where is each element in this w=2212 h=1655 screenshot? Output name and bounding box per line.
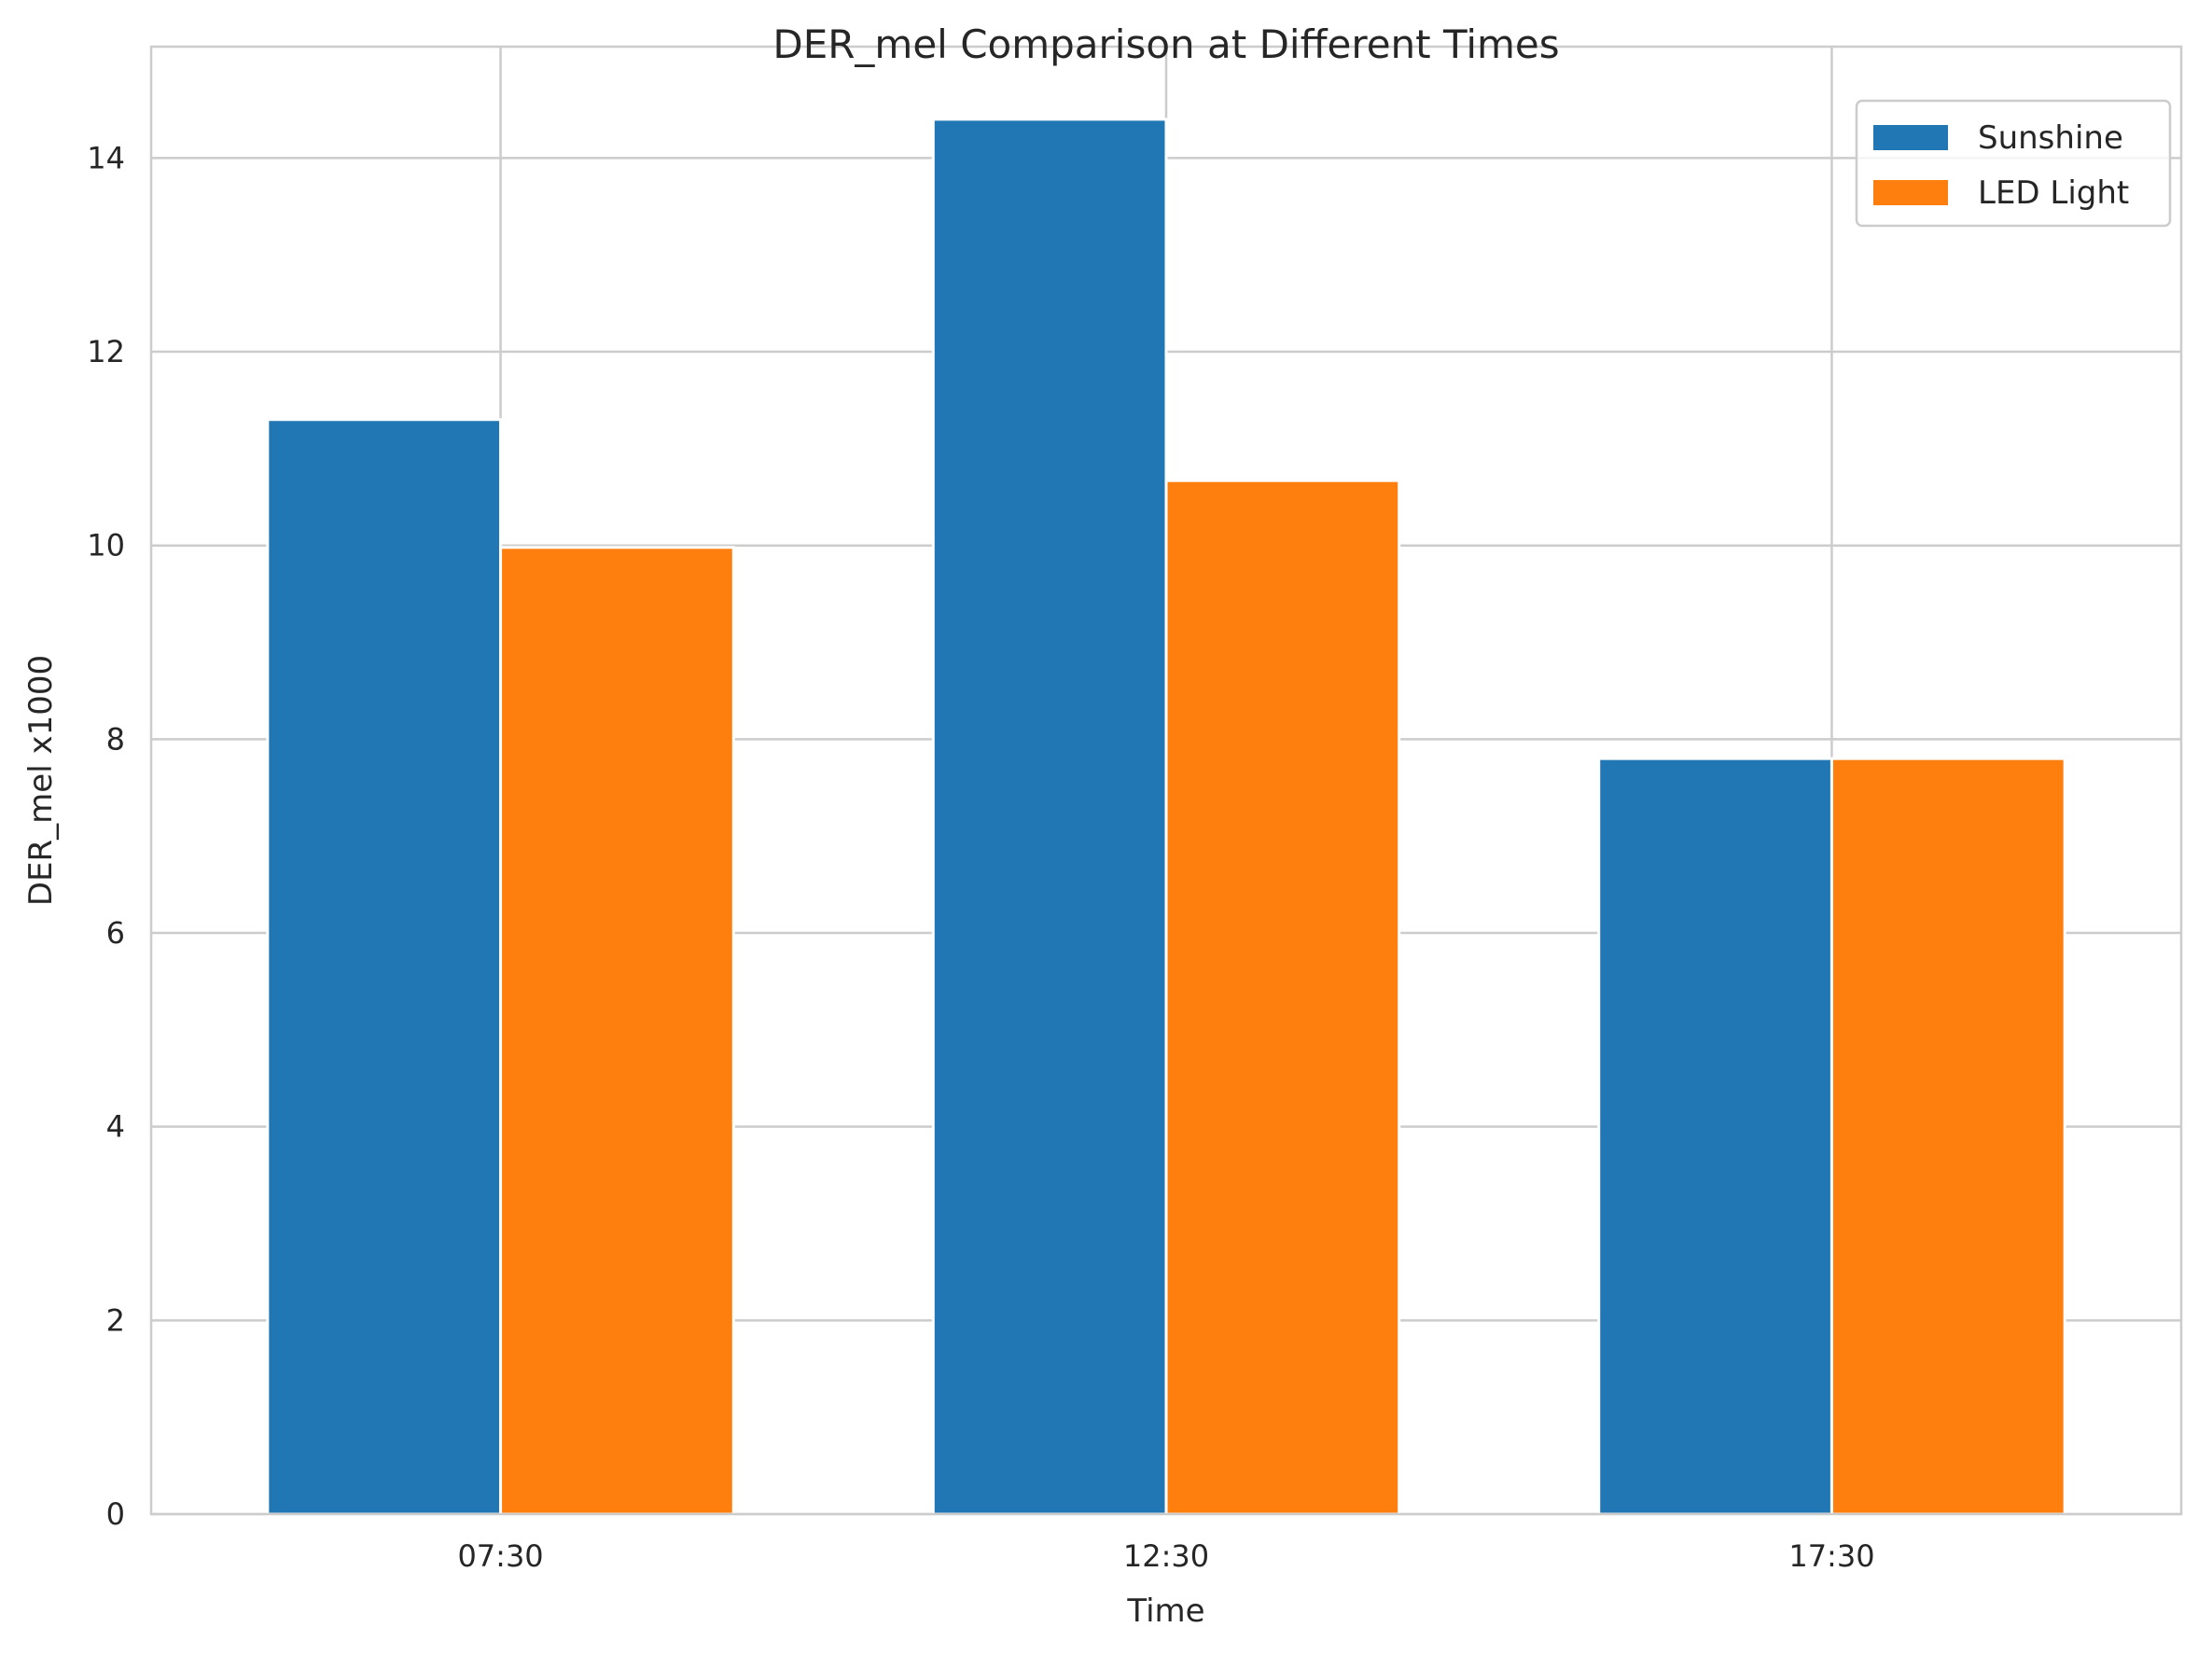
y-tick-label: 14 [87, 140, 125, 175]
x-tick-label: 12:30 [1123, 1538, 1209, 1574]
bar-led-light-1230 [1164, 479, 1401, 1516]
bars [266, 118, 2066, 1516]
chart-title: DER_mel Comparison at Different Times [772, 21, 1559, 67]
legend: Sunshine LED Light [1855, 99, 2172, 228]
bar-led-light-0730 [499, 546, 735, 1516]
y-tick-label: 4 [106, 1109, 125, 1145]
bar-sunshine-1730 [1597, 757, 1833, 1516]
y-tick-label: 6 [106, 915, 125, 951]
x-tick-label: 07:30 [457, 1538, 543, 1574]
y-axis-label: DER_mel x1000 [22, 655, 60, 906]
legend-label-sunshine: Sunshine [1978, 119, 2123, 157]
bar-sunshine-1230 [931, 118, 1168, 1516]
y-tick-label: 2 [106, 1302, 125, 1338]
legend-swatch-sunshine [1873, 125, 1948, 150]
x-tick-label: 17:30 [1788, 1538, 1874, 1574]
y-axis-ticks: 0 2 4 6 8 10 12 14 [87, 140, 125, 1532]
y-tick-label: 12 [87, 334, 125, 369]
x-axis-label: Time [1126, 1592, 1204, 1630]
plot-frame [149, 45, 2183, 1516]
x-axis-ticks: 07:30 12:30 17:30 [457, 1538, 1874, 1574]
legend-label-led-light: LED Light [1978, 174, 2129, 212]
legend-swatch-led-light [1873, 180, 1948, 205]
bar-sunshine-0730 [266, 418, 503, 1516]
y-tick-label: 8 [106, 721, 125, 757]
bar-led-light-1730 [1829, 757, 2066, 1516]
y-tick-label: 10 [87, 528, 125, 563]
y-tick-label: 0 [106, 1496, 125, 1532]
